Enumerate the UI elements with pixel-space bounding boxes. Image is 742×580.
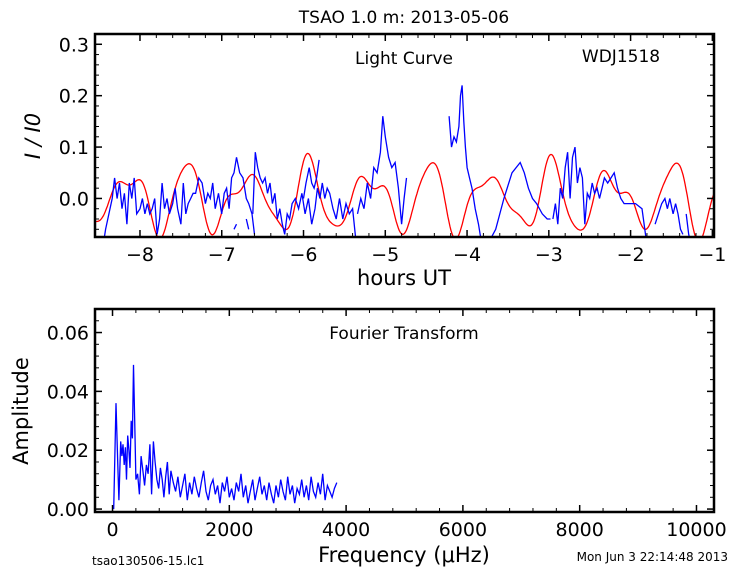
fourier-amplitude-line xyxy=(113,364,338,510)
light-curve-xtick-label: −2 xyxy=(617,244,645,266)
light-curve-ticks: −8 −7 −6 −5 −4 −3 −2 −1 0.0 0.1 0.2 0.3 xyxy=(59,34,726,266)
light-curve-xtick-label: −4 xyxy=(453,244,481,266)
light-curve-xtick-label: −3 xyxy=(535,244,563,266)
light-curve-xtick-label: −8 xyxy=(126,244,154,266)
light-curve-title: Light Curve xyxy=(355,49,453,69)
light-curve-target-label: WDJ1518 xyxy=(582,47,660,67)
light-curve-data-line xyxy=(245,218,250,230)
light-curve-xlabel: hours UT xyxy=(357,266,451,290)
fourier-panel: 0 2000 4000 6000 8000 10000 0.00 0.02 0.04 0.06 F… xyxy=(9,307,727,567)
fourier-xlabel: Frequency (μHz) xyxy=(318,543,490,567)
light-curve-data-line xyxy=(448,85,482,237)
light-curve-xtick-label: −6 xyxy=(290,244,318,266)
light-curve-data-line xyxy=(552,146,647,237)
footer-timestamp: Mon Jun 3 22:14:48 2013 xyxy=(577,550,728,564)
figure-title: TSAO 1.0 m: 2013-05-06 xyxy=(298,8,510,28)
fourier-ytick-label: 0.02 xyxy=(47,440,89,462)
fourier-ticks: 0 2000 4000 6000 8000 10000 0.00 0.02 0.04 0.06 xyxy=(47,309,727,541)
light-curve-ytick-label: 0.1 xyxy=(59,137,89,159)
light-curve-data-line xyxy=(685,213,690,237)
light-curve-ylabel: I / I0 xyxy=(21,113,45,159)
light-curve-data-line xyxy=(302,159,320,199)
light-curve-data-line xyxy=(356,116,408,225)
fourier-ytick-label: 0.00 xyxy=(47,499,89,521)
fourier-xtick-label: 0 xyxy=(106,519,118,541)
light-curve-series xyxy=(95,85,714,237)
fourier-ytick-label: 0.06 xyxy=(47,323,89,345)
fourier-title: Fourier Transform xyxy=(329,324,478,344)
fourier-xtick-label: 10000 xyxy=(666,519,726,541)
light-curve-data-line xyxy=(252,152,357,237)
light-curve-ytick-label: 0.0 xyxy=(59,188,89,210)
fourier-ylabel: Amplitude xyxy=(9,357,33,465)
light-curve-plot-frame xyxy=(93,32,716,239)
fourier-xtick-label: 8000 xyxy=(556,519,604,541)
light-curve-data-line xyxy=(103,157,256,237)
fourier-plot-frame xyxy=(93,307,716,514)
footer-filename: tsao130506-15.lc1 xyxy=(92,554,204,568)
light-curve-xtick-label: −1 xyxy=(698,244,726,266)
light-curve-data-line xyxy=(654,196,684,235)
light-curve-xtick-label: −5 xyxy=(371,244,399,266)
fourier-xtick-label: 6000 xyxy=(439,519,487,541)
fourier-xtick-label: 2000 xyxy=(205,519,253,541)
fourier-series xyxy=(113,364,338,510)
light-curve-ytick-label: 0.3 xyxy=(59,34,89,56)
light-curve-panel: −8 −7 −6 −5 −4 −3 −2 −1 0.0 0.1 0.2 0.3 Light Curve… xyxy=(21,32,726,290)
light-curve-data-line xyxy=(233,223,238,230)
light-curve-xtick-label: −7 xyxy=(208,244,236,266)
fourier-xtick-label: 4000 xyxy=(322,519,370,541)
light-curve-data-line xyxy=(490,161,551,237)
light-curve-ytick-label: 0.2 xyxy=(59,86,89,108)
fourier-ytick-label: 0.04 xyxy=(47,381,89,403)
